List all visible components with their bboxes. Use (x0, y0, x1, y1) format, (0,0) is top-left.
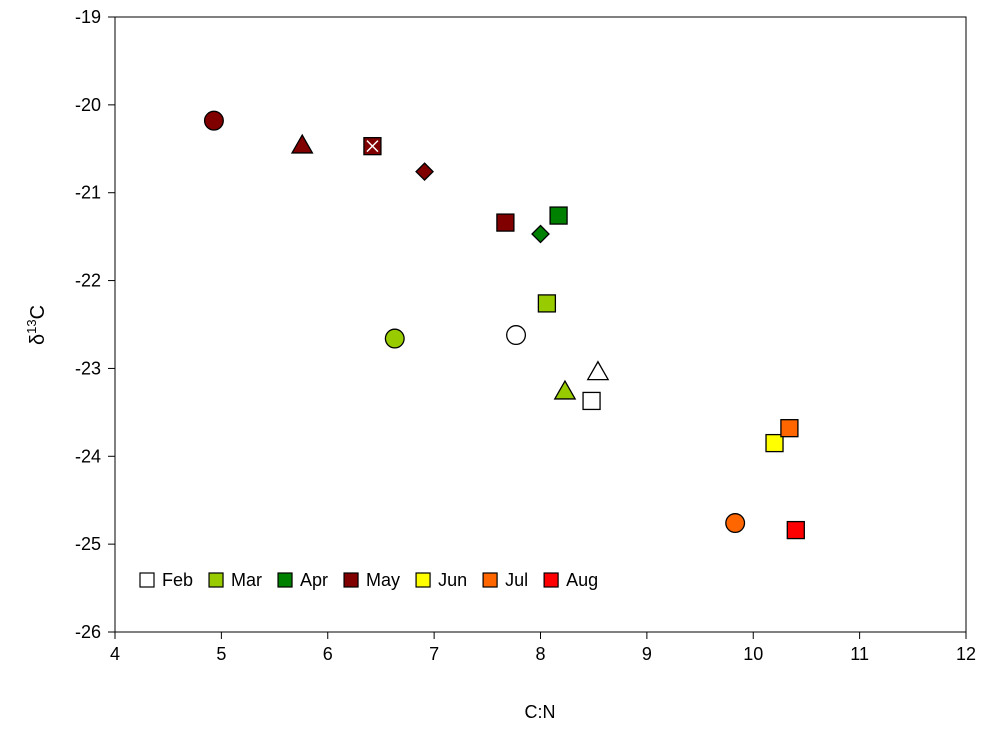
x-tick-label: 6 (323, 644, 333, 664)
legend-label: Apr (300, 570, 328, 590)
point (506, 325, 527, 346)
x-axis-label: C:N (525, 702, 556, 722)
legend-label: Feb (162, 570, 193, 590)
legend-swatch (543, 572, 559, 588)
point (384, 328, 405, 349)
point (531, 224, 550, 244)
legend-label: Jul (505, 570, 528, 590)
y-label-part: C (27, 305, 49, 319)
y-tick-label: -20 (75, 95, 101, 115)
legend-swatch (415, 572, 431, 588)
legend-swatch (139, 572, 155, 588)
y-label-part: δ (27, 334, 49, 345)
point (586, 360, 610, 381)
point (203, 110, 224, 131)
y-tick-label: -25 (75, 534, 101, 554)
y-tick-label: -24 (75, 446, 101, 466)
marker-cross (366, 140, 379, 153)
point (290, 133, 314, 154)
point (765, 433, 784, 453)
x-tick-label: 7 (429, 644, 439, 664)
y-tick-label: -19 (75, 7, 101, 27)
x-tick-label: 11 (850, 644, 869, 664)
x-tick-label: 12 (956, 644, 976, 664)
y-tick-label: -22 (75, 271, 101, 291)
x-tick-label: 4 (110, 644, 120, 664)
point (415, 162, 434, 182)
y-tick-label: -23 (75, 358, 101, 378)
y-tick-label: -21 (75, 183, 101, 203)
point (496, 213, 515, 232)
y-tick-label: -26 (75, 622, 101, 642)
point (582, 391, 601, 411)
x-tick-label: 10 (743, 644, 763, 664)
legend-label: May (366, 570, 400, 590)
legend-label: Jun (438, 570, 467, 590)
plot-frame (114, 16, 967, 633)
point (553, 379, 577, 400)
legend-swatch (482, 572, 498, 588)
x-tick-label: 8 (535, 644, 545, 664)
y-label-part: 13 (24, 319, 39, 333)
point (725, 513, 746, 534)
y-axis-label: δ13C (24, 305, 49, 345)
x-tick-label: 5 (216, 644, 226, 664)
x-tick-label: 9 (642, 644, 652, 664)
point (537, 294, 557, 313)
point (549, 206, 568, 225)
legend-swatch (208, 572, 224, 588)
legend-label: Mar (231, 570, 262, 590)
point (780, 419, 799, 438)
legend-swatch (343, 572, 359, 588)
legend-swatch (277, 572, 293, 588)
point (786, 520, 805, 540)
legend-label: Aug (566, 570, 598, 590)
